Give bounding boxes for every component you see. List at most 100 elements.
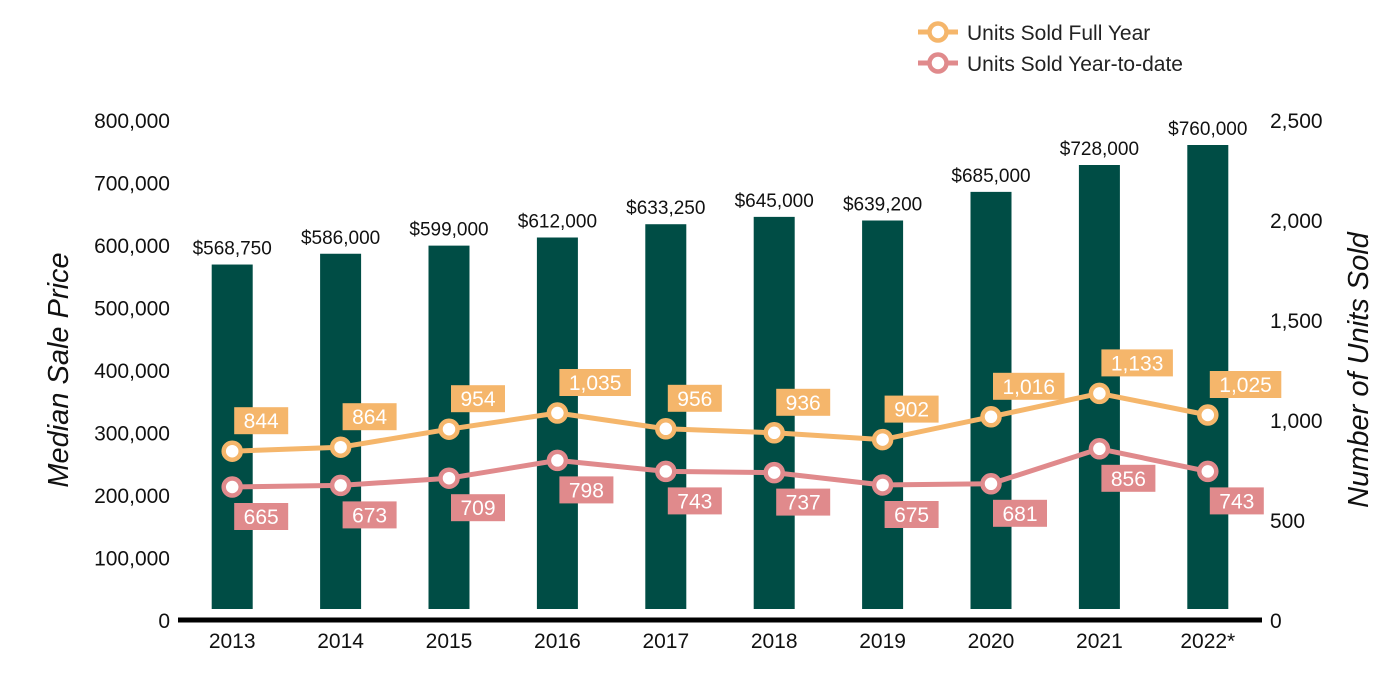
point-value-label: 665: [244, 506, 279, 529]
point-label-box: [993, 499, 1047, 527]
point-value-label: 956: [677, 388, 712, 411]
legend-label: Units Sold Year-to-date: [967, 53, 1183, 76]
point-label-box: [993, 372, 1065, 400]
x-tick-label: 2019: [859, 630, 906, 653]
point-label-box: [1101, 349, 1173, 377]
y-tick-label: 300,000: [94, 423, 170, 446]
x-tick-label: 2017: [642, 630, 689, 653]
series-line: [232, 446, 1209, 490]
bar-value-label: $568,750: [193, 239, 272, 260]
point-label-box: [559, 476, 614, 504]
series-point: [221, 476, 243, 498]
bar: [320, 253, 362, 609]
legend: Units Sold Full Year Units Sold Year-to-d…: [918, 21, 1183, 76]
point-value-label: 681: [1002, 503, 1037, 526]
point-value-label: 1,035: [569, 372, 622, 395]
legend-label: Units Sold Full Year: [967, 22, 1150, 45]
x-tick-label: 2014: [317, 630, 364, 653]
point-value-label: 1,025: [1219, 374, 1272, 397]
x-tick-label: 2015: [426, 630, 473, 653]
point-value-label: 954: [460, 388, 495, 411]
lines-layer: 844 864 954 1,035 956 936 902 1,016 1,133 1,025 66…: [221, 349, 1282, 530]
point-value-label: 1,016: [1002, 376, 1055, 399]
series-point: [763, 461, 785, 484]
series-point: [980, 406, 1002, 428]
x-tick-label: 2013: [209, 630, 256, 653]
series-point: [546, 402, 569, 424]
series-point: [438, 418, 460, 440]
legend-item: Units Sold Full Year: [918, 21, 1150, 45]
point-label-box: [451, 385, 505, 413]
ticks-layer: 0 100,000 200,000 300,000 400,000 500,000 600,…: [94, 110, 1322, 653]
point-label-box: [776, 388, 831, 416]
point-value-label: 936: [786, 392, 821, 415]
y2-tick-label: 1,500: [1270, 310, 1323, 333]
series-point: [1088, 438, 1111, 460]
point-label-box: [884, 395, 939, 423]
bar-value-label: $599,000: [409, 220, 488, 241]
series-point: [546, 449, 569, 472]
y2-tick-label: 500: [1270, 510, 1305, 533]
point-value-label: 673: [352, 504, 387, 527]
series-point: [329, 474, 352, 497]
series-point: [980, 473, 1002, 495]
point-value-label: 844: [244, 410, 279, 433]
point-label-box: [1101, 464, 1156, 492]
bar-value-label: $645,000: [735, 191, 814, 212]
point-label-box: [1209, 487, 1264, 515]
bar-value-label: $760,000: [1168, 119, 1247, 140]
y-tick-label: 700,000: [94, 173, 170, 196]
y2-tick-label: 2,000: [1270, 210, 1323, 233]
bar: [645, 224, 687, 609]
y-tick-label: 800,000: [94, 110, 170, 133]
series-point: [763, 422, 785, 444]
series-2: 665 673 709 798 743 737 675 681 856 743: [221, 438, 1264, 530]
bar: [970, 191, 1012, 609]
legend-swatch-marker: [927, 21, 949, 43]
point-value-label: 743: [677, 490, 712, 513]
point-label-box: [776, 488, 831, 516]
series-line: [232, 390, 1209, 454]
legend-item: Units Sold Year-to-date: [918, 52, 1183, 76]
series-point: [1197, 404, 1219, 426]
y-axis-title: Median Sale Price: [43, 252, 75, 487]
series-point: [871, 474, 894, 496]
y2-axis-title: Number of Units Sold: [1343, 231, 1375, 507]
y2-tick-label: 1,000: [1270, 410, 1323, 433]
series-point: [1197, 460, 1219, 483]
y-tick-label: 0: [158, 610, 170, 633]
y-tick-label: 100,000: [94, 548, 170, 571]
point-label-box: [667, 487, 722, 515]
series-point: [655, 460, 677, 483]
x-tick-label: 2018: [751, 630, 798, 653]
x-tick-label: 2021: [1076, 630, 1123, 653]
series-point: [438, 467, 460, 489]
point-value-label: 737: [786, 492, 821, 515]
point-value-label: 864: [352, 406, 387, 429]
point-label-box: [342, 403, 397, 431]
point-value-label: 743: [1219, 490, 1254, 513]
point-value-label: 1,133: [1111, 352, 1164, 375]
bar-value-label: $685,000: [951, 166, 1030, 187]
series-point: [655, 418, 677, 440]
point-value-label: 709: [460, 497, 495, 520]
series-point: [1088, 382, 1111, 405]
x-tick-label: 2020: [968, 630, 1015, 653]
bar: [211, 264, 253, 609]
y-tick-label: 400,000: [94, 360, 170, 383]
legend-swatch-marker: [927, 52, 949, 74]
point-label-box: [1209, 371, 1282, 398]
series-point: [221, 440, 243, 462]
y-tick-label: 500,000: [94, 298, 170, 321]
x-tick-label: 2022*: [1180, 630, 1235, 653]
series-point: [871, 428, 894, 451]
point-label-box: [667, 384, 722, 412]
x-tick-label: 2016: [534, 630, 581, 653]
point-label-box: [342, 501, 397, 529]
bar-value-label: $612,000: [518, 212, 597, 233]
point-label-box: [234, 503, 289, 530]
bar-value-label: $639,200: [843, 195, 922, 216]
point-label-box: [884, 501, 939, 528]
point-value-label: 902: [894, 399, 929, 422]
